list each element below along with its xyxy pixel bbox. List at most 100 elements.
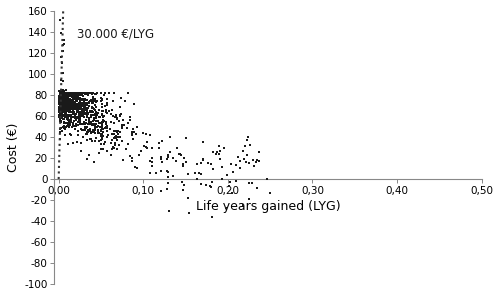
- Point: [130, 130, 138, 135]
- Point: [70, 95, 78, 99]
- Point: [62, 91, 70, 95]
- Point: [164, 187, 172, 192]
- Point: [66, 108, 74, 112]
- Point: [59, 108, 67, 113]
- Point: [102, 120, 110, 125]
- Point: [96, 121, 104, 126]
- Point: [72, 91, 80, 95]
- Point: [74, 104, 82, 109]
- Point: [81, 101, 89, 105]
- Point: [67, 102, 75, 107]
- Point: [102, 128, 110, 133]
- Point: [78, 92, 86, 97]
- Point: [66, 101, 74, 106]
- Point: [61, 99, 69, 103]
- Point: [64, 113, 72, 118]
- Point: [72, 116, 80, 121]
- Point: [58, 105, 66, 110]
- Point: [56, 108, 64, 112]
- Point: [192, 170, 200, 175]
- Point: [56, 91, 64, 95]
- Point: [85, 99, 93, 104]
- Point: [66, 91, 74, 95]
- Point: [80, 91, 88, 95]
- Point: [70, 107, 78, 111]
- Point: [61, 103, 69, 108]
- Point: [58, 91, 66, 95]
- Point: [80, 110, 88, 115]
- Point: [58, 103, 66, 108]
- Point: [118, 157, 126, 162]
- Point: [57, 93, 65, 98]
- Point: [58, 91, 66, 95]
- Point: [55, 104, 63, 109]
- Point: [62, 102, 70, 106]
- Point: [74, 132, 82, 137]
- Point: [60, 91, 68, 95]
- Point: [56, 91, 64, 95]
- Point: [176, 152, 184, 157]
- Point: [59, 91, 67, 96]
- Text: 30.000 €/LYG: 30.000 €/LYG: [78, 28, 154, 41]
- Point: [98, 127, 106, 132]
- Point: [74, 120, 82, 125]
- Point: [68, 104, 76, 109]
- Point: [62, 107, 70, 112]
- Point: [66, 121, 74, 125]
- Point: [66, 91, 74, 95]
- Point: [65, 100, 73, 105]
- Point: [60, 91, 68, 95]
- Point: [67, 91, 75, 95]
- Point: [94, 124, 102, 129]
- Point: [76, 121, 84, 126]
- Point: [70, 100, 78, 105]
- Point: [60, 92, 68, 97]
- Point: [61, 91, 69, 95]
- Point: [58, 99, 66, 104]
- Point: [106, 91, 114, 95]
- Point: [74, 129, 82, 133]
- Point: [110, 135, 118, 140]
- Point: [56, 114, 64, 119]
- Point: [60, 95, 68, 100]
- Point: [94, 130, 102, 135]
- Point: [78, 91, 86, 95]
- Point: [108, 138, 116, 142]
- Point: [64, 91, 72, 95]
- Point: [222, 206, 230, 211]
- Point: [58, 91, 66, 95]
- Point: [124, 142, 132, 146]
- Point: [68, 91, 76, 95]
- Point: [164, 180, 172, 185]
- Point: [58, 98, 66, 103]
- Point: [60, 94, 68, 99]
- Point: [80, 110, 88, 115]
- Point: [56, 91, 64, 95]
- Point: [64, 91, 72, 95]
- Point: [241, 143, 249, 148]
- Point: [71, 91, 79, 95]
- Point: [62, 97, 70, 102]
- Point: [199, 157, 207, 162]
- Point: [57, 96, 65, 100]
- Point: [92, 92, 100, 97]
- Point: [64, 113, 72, 118]
- Point: [111, 143, 119, 147]
- Point: [82, 92, 90, 97]
- Point: [66, 98, 74, 102]
- Point: [64, 91, 72, 95]
- Point: [85, 127, 93, 132]
- Point: [102, 125, 110, 129]
- Point: [70, 99, 78, 104]
- Point: [68, 91, 76, 95]
- Point: [96, 99, 104, 104]
- Point: [67, 133, 75, 138]
- Point: [73, 106, 81, 110]
- Point: [71, 100, 79, 105]
- Point: [64, 91, 72, 95]
- Point: [69, 98, 77, 103]
- Point: [86, 91, 94, 95]
- Point: [64, 97, 72, 101]
- Point: [90, 91, 98, 95]
- Point: [70, 106, 78, 111]
